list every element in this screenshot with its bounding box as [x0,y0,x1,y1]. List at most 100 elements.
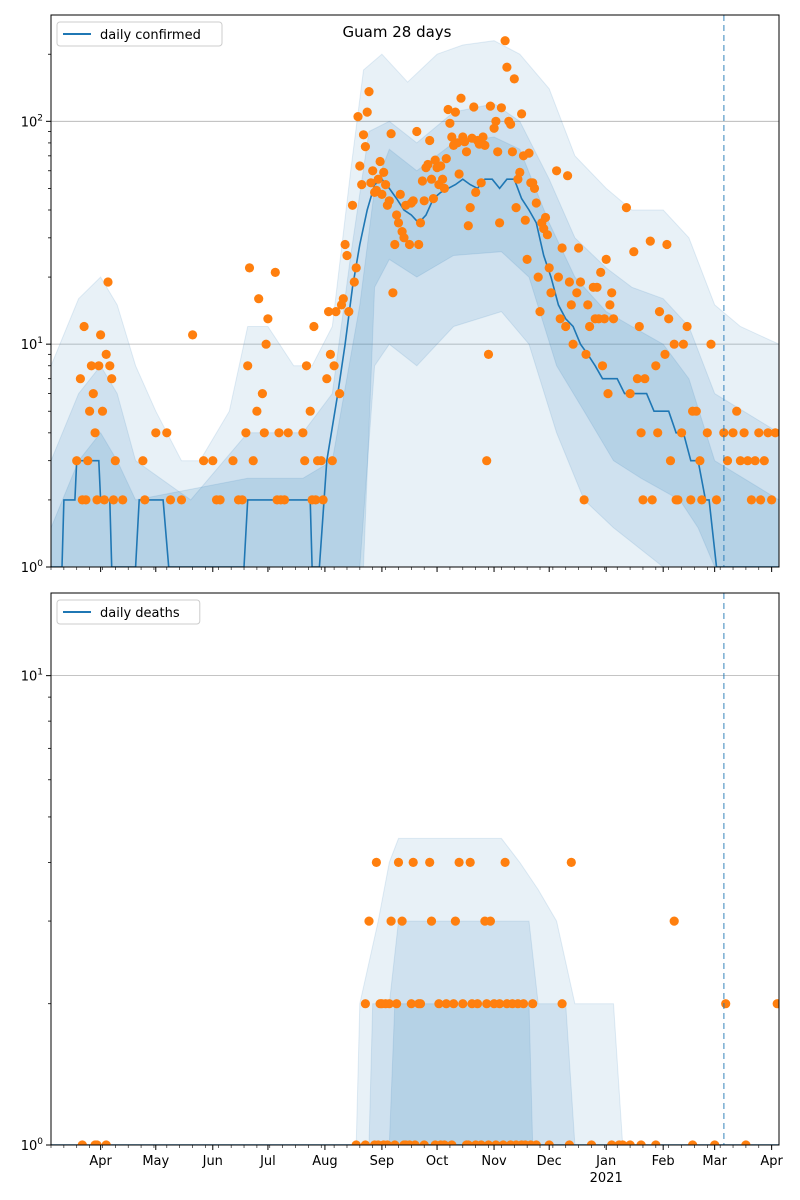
data-point [162,428,172,438]
data-point [500,857,510,868]
x-tick-label: Jul [259,1154,276,1169]
x-tick-label: Feb [652,1154,675,1169]
data-point [664,314,674,324]
data-point [454,169,464,179]
data-point [176,495,187,505]
data-point [677,428,687,438]
data-point [108,495,119,505]
data-point [311,495,321,505]
data-point [366,178,376,188]
data-point [107,374,117,384]
confirmed-panel: 100 101 102 daily confirmed [21,14,780,576]
data-point [673,495,683,505]
data-point [419,196,429,206]
axes-frame [50,592,780,1146]
data-point [305,406,315,416]
data-point [241,428,251,438]
data-point [522,254,532,264]
data-point [493,147,503,157]
data-point [318,495,328,505]
x-tick-label: Apr [760,1154,783,1169]
deaths-panel: 100 101 daily deaths [21,592,780,1154]
data-point [228,456,238,466]
data-point [596,267,606,277]
data-point [491,116,501,126]
data-point [621,203,632,213]
data-point [381,180,391,190]
data-point [583,300,593,310]
data-point [415,218,426,228]
data-point [347,200,358,210]
data-point [574,243,584,253]
data-point [454,857,464,868]
data-point [436,161,446,171]
data-point [415,999,426,1009]
data-point [349,277,359,287]
legend-box [56,599,201,625]
data-point [263,314,273,324]
data-point [618,1140,628,1145]
data-point [357,180,367,190]
data-point [103,277,113,287]
legend-label: daily deaths [100,606,180,621]
data-point [392,999,402,1009]
data-point [388,288,398,298]
data-point [362,107,372,117]
data-point [417,176,427,186]
data-point [430,155,440,165]
data-point [638,495,648,505]
data-point [384,196,394,206]
data-point [564,277,575,287]
data-point [298,428,308,438]
data-point [763,428,773,438]
data-point [651,1140,661,1145]
data-point [636,428,646,438]
data-point [511,203,521,213]
data-point [483,1140,494,1145]
data-point [412,126,422,137]
data-point [450,107,460,117]
data-point [237,495,247,505]
data-point [338,294,348,304]
data-point [351,263,361,273]
data-point [495,999,505,1009]
data-point [599,314,610,324]
data-point [301,361,312,371]
data-point [605,300,615,310]
data-point [335,389,345,399]
data-point [540,212,551,223]
data-point [756,495,766,505]
data-point [72,456,82,466]
data-point [476,1140,486,1145]
data-point [96,330,106,340]
data-point [79,321,89,332]
data-point [495,218,505,228]
data-point [546,288,556,298]
x-year-label: 2021 [590,1171,623,1186]
data-point [772,999,779,1009]
data-point [324,307,334,317]
data-point [97,406,108,416]
data-point [443,104,453,115]
data-point [441,154,451,164]
data-point [408,857,418,868]
data-point [592,282,602,292]
data-point [640,374,650,384]
data-point [447,132,457,142]
data-point [375,156,385,167]
data-point [426,916,437,926]
plot-area [51,837,779,1145]
data-point [342,250,352,261]
data-point [518,999,529,1009]
data-point [586,1140,597,1145]
x-tick-label: Nov [481,1154,507,1169]
axes-frame [50,14,780,568]
data-point [438,174,448,184]
data-point [259,428,269,438]
data-point [711,495,722,505]
data-point [555,314,565,324]
data-point [480,140,490,150]
data-point [423,159,433,170]
data-point [426,174,437,184]
